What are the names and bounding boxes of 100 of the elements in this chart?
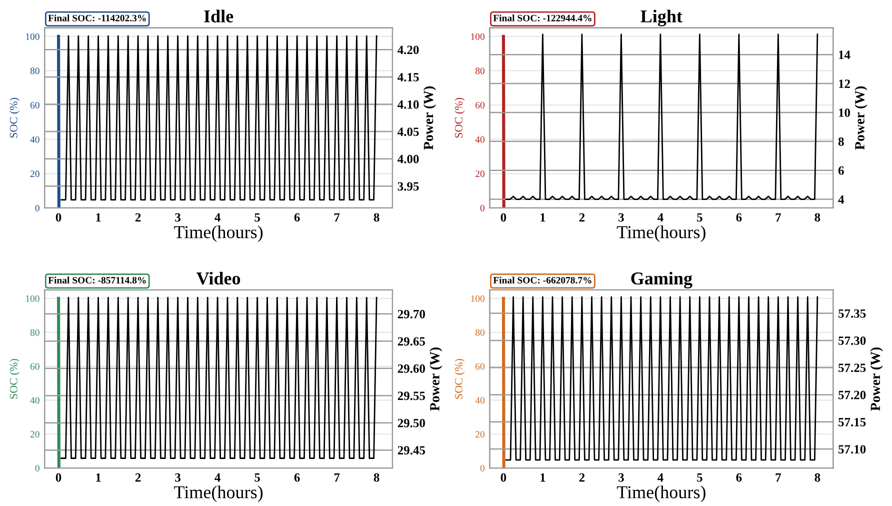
y2-tick-label: 4.15 [398,73,419,82]
x-tick-label: 7 [334,213,340,222]
y-tick-label: 100 [471,295,484,302]
y-axis-title: SOC (%) [454,358,465,399]
y-tick-label: 40 [30,397,40,404]
x-axis-title: Time(hours) [174,486,263,502]
y2-tick-label: 29.65 [398,337,426,346]
x-tick-label: 8 [374,213,380,222]
x-tick-label: 0 [500,213,506,222]
y2-tick-label: 3.95 [398,182,419,191]
y-tick-label: 100 [26,33,40,40]
x-tick-label: 4 [657,473,664,482]
x-axis-title: Time(hours) [174,226,263,242]
x-tick-label: 5 [254,213,260,222]
x-tick-label: 0 [56,213,62,222]
x-tick-label: 0 [56,473,62,482]
y2-tick-label: 29.55 [398,392,426,400]
x-tick-label: 1 [540,473,546,482]
y2-axis-title: Power (W) [854,86,868,150]
x-tick-label: 3 [175,473,180,482]
y2-tick-label: 57.15 [838,418,866,426]
y2-axis-title: Power (W) [430,348,442,411]
y-tick-label: 80 [30,68,40,74]
x-tick-label: 1 [96,213,101,222]
y-tick-label: 80 [30,329,40,336]
y2-tick-label: 12 [838,80,850,88]
x-tick-label: 2 [579,213,585,222]
y-tick-label: 0 [35,204,40,212]
y-axis-title: SOC (%) [10,98,20,138]
y2-tick-label: 4.10 [398,100,419,109]
x-tick-label: 8 [814,473,820,482]
x-tick-label: 4 [214,473,220,482]
y-tick-label: 60 [30,363,40,370]
x-tick-label: 2 [135,213,141,222]
x-tick-label: 7 [776,213,781,222]
x-tick-label: 8 [374,473,380,482]
y-tick-label: 20 [476,431,484,438]
x-axis-title: Time(hours) [616,226,706,242]
y2-tick-label: 57.20 [838,390,866,400]
text: Final SOC: -122944.4% [493,14,592,22]
x-tick-label: 1 [540,213,546,222]
x-tick-label: 1 [96,473,101,482]
y-tick-label: 20 [476,170,484,178]
y2-tick-label: 57.35 [838,309,866,318]
y2-tick-label: 4 [838,195,844,204]
y-tick-label: 20 [30,170,40,178]
text: Final SOC: -114202.3% [48,14,146,22]
x-tick-label: 3 [618,213,624,222]
x-tick-label: 6 [736,213,742,222]
chart-title: Gaming [631,272,692,288]
x-tick-label: 6 [736,473,742,482]
text: Final SOC: -662078.7% [493,276,592,284]
y2-tick-label: 57.10 [838,445,866,454]
x-tick-label: 0 [500,473,506,482]
y-axis-title: SOC (%) [454,98,465,138]
y-tick-label: 100 [26,295,40,302]
y2-tick-label: 4.20 [398,46,419,54]
y-tick-label: 40 [475,136,484,143]
x-tick-label: 2 [135,473,141,482]
y2-tick-label: 10 [838,108,850,117]
x-tick-label: 5 [697,473,702,482]
y2-tick-label: 29.70 [398,310,425,318]
y2-tick-label: 29.45 [398,446,426,455]
y2-tick-label: 8 [838,137,844,146]
x-tick-label: 5 [697,213,702,222]
x-axis-title: Time(hours) [616,486,706,502]
y2-tick-label: 4.05 [398,128,419,136]
x-tick-label: 4 [214,213,220,222]
x-tick-label: 2 [579,473,585,482]
y-tick-label: 60 [476,363,484,370]
x-tick-label: 6 [294,213,300,222]
chart-title: Idle [204,10,234,22]
x-tick-label: 7 [334,473,340,482]
y2-tick-label: 6 [838,166,844,175]
x-tick-label: 3 [618,473,624,482]
x-tick-label: 8 [814,213,820,222]
y2-tick-label: 57.25 [838,364,866,372]
y2-axis-title: Power (W) [423,86,436,150]
y-tick-label: 80 [475,68,484,74]
y-tick-label: 60 [30,102,40,108]
y-axis-title: SOC (%) [10,358,20,399]
y2-tick-label: 57.30 [838,336,866,345]
y-tick-label: 0 [480,204,484,212]
y-tick-label: 40 [30,136,40,143]
x-tick-label: 4 [657,213,664,222]
y2-tick-label: 14 [838,50,850,59]
y2-tick-label: 29.60 [398,364,425,373]
y-tick-label: 60 [476,102,484,108]
text: Final SOC: -857114.8% [48,276,146,284]
x-tick-label: 7 [776,473,781,482]
y2-axis-title: Power (W) [870,348,883,411]
x-tick-label: 3 [175,213,180,222]
y-tick-label: 100 [471,33,484,40]
y-tick-label: 80 [475,329,484,336]
x-tick-label: 6 [294,473,300,482]
x-tick-label: 5 [254,473,260,482]
y-tick-label: 20 [30,431,40,438]
chart-title: Video [196,272,240,285]
y-tick-label: 40 [475,397,484,404]
y2-tick-label: 4.00 [398,154,419,164]
